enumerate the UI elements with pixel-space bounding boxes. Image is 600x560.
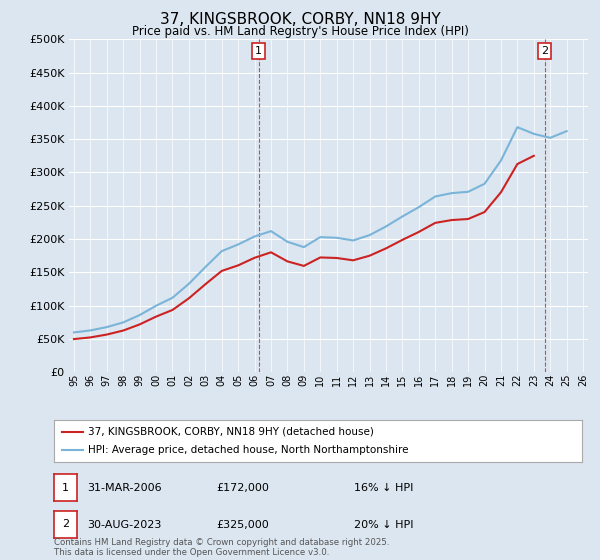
Text: £325,000: £325,000 — [216, 520, 269, 530]
Text: 16% ↓ HPI: 16% ↓ HPI — [354, 483, 413, 493]
Text: 2: 2 — [541, 46, 548, 56]
Text: 30-AUG-2023: 30-AUG-2023 — [87, 520, 161, 530]
Text: 1: 1 — [255, 46, 262, 56]
Text: Contains HM Land Registry data © Crown copyright and database right 2025.
This d: Contains HM Land Registry data © Crown c… — [54, 538, 389, 557]
Text: 20% ↓ HPI: 20% ↓ HPI — [354, 520, 413, 530]
Text: 2: 2 — [62, 519, 69, 529]
Text: Price paid vs. HM Land Registry's House Price Index (HPI): Price paid vs. HM Land Registry's House … — [131, 25, 469, 38]
Text: 31-MAR-2006: 31-MAR-2006 — [87, 483, 161, 493]
Text: HPI: Average price, detached house, North Northamptonshire: HPI: Average price, detached house, Nort… — [88, 445, 409, 455]
Text: £172,000: £172,000 — [216, 483, 269, 493]
Text: 37, KINGSBROOK, CORBY, NN18 9HY (detached house): 37, KINGSBROOK, CORBY, NN18 9HY (detache… — [88, 427, 374, 437]
Text: 37, KINGSBROOK, CORBY, NN18 9HY: 37, KINGSBROOK, CORBY, NN18 9HY — [160, 12, 440, 27]
Text: 1: 1 — [62, 483, 69, 493]
